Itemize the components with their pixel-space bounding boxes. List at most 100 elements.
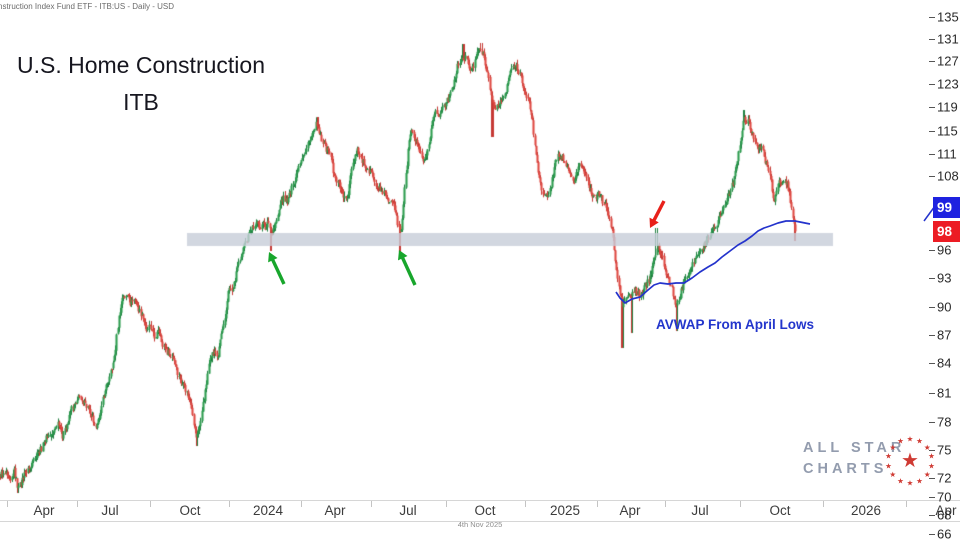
star-glyph: ★ bbox=[897, 476, 904, 485]
x-axis-tick bbox=[906, 501, 907, 507]
y-axis-tick bbox=[929, 154, 935, 155]
star-glyph: ★ bbox=[928, 461, 935, 470]
y-axis-tick bbox=[929, 84, 935, 85]
x-axis-label: Oct bbox=[769, 503, 791, 518]
star-glyph: ★ bbox=[885, 452, 892, 461]
y-axis-tick bbox=[929, 39, 935, 40]
x-axis-label: Apr bbox=[619, 503, 641, 518]
avwap-price-badge: 99 bbox=[933, 197, 960, 218]
x-axis-tick bbox=[823, 501, 824, 507]
chart-title-ticker: ITB bbox=[123, 89, 159, 115]
y-axis-tick bbox=[929, 17, 935, 18]
y-axis-tick bbox=[929, 450, 935, 451]
x-axis-tick bbox=[665, 501, 666, 507]
x-axis-tick bbox=[301, 501, 302, 507]
y-axis-label: 135 bbox=[937, 9, 959, 25]
logo-text-line2: CHARTS bbox=[803, 461, 888, 477]
x-axis-tick bbox=[150, 501, 151, 507]
star-glyph: ★ bbox=[901, 450, 919, 472]
y-axis-label: 84 bbox=[937, 355, 952, 371]
x-axis-tick bbox=[371, 501, 372, 507]
star-glyph: ★ bbox=[889, 443, 896, 452]
star-glyph: ★ bbox=[924, 470, 931, 479]
y-axis-label: 78 bbox=[937, 414, 952, 430]
x-axis-label: Oct bbox=[474, 503, 496, 518]
y-axis-label: 119 bbox=[937, 99, 958, 115]
y-axis-label: 68 bbox=[937, 507, 952, 523]
x-axis-tick bbox=[77, 501, 78, 507]
x-axis-label: Apr bbox=[324, 503, 346, 518]
star-glyph: ★ bbox=[916, 437, 923, 446]
y-axis-tick bbox=[929, 307, 935, 308]
x-axis-label: Jul bbox=[399, 503, 417, 518]
y-axis-label: 70 bbox=[937, 489, 952, 505]
annotation-arrow-head-1 bbox=[398, 250, 408, 261]
y-axis-tick bbox=[929, 478, 935, 479]
y-axis-label: 75 bbox=[937, 442, 952, 458]
x-axis-bottom-border bbox=[0, 521, 960, 522]
x-axis-label: 2025 bbox=[549, 503, 581, 518]
y-axis-label: 90 bbox=[937, 299, 952, 315]
y-axis-tick bbox=[929, 534, 935, 535]
y-axis-tick bbox=[929, 176, 935, 177]
y-axis-tick bbox=[929, 515, 935, 516]
y-axis-tick bbox=[929, 131, 935, 132]
avwap-line bbox=[615, 220, 811, 304]
annotation-arrow-head-2 bbox=[649, 217, 659, 228]
star-emblem-icon: ★★ ★★★★★★★★★★★★★ bbox=[885, 435, 935, 488]
last-price-badge: 98 bbox=[933, 221, 960, 242]
y-axis-tick bbox=[929, 363, 935, 364]
x-axis-label: Jul bbox=[101, 503, 119, 518]
y-axis-label: 96 bbox=[937, 242, 952, 258]
y-axis-label: 131 bbox=[937, 31, 959, 47]
logo-text-line1: ALL STAR bbox=[803, 440, 906, 456]
x-axis-tick bbox=[229, 501, 230, 507]
x-axis-label: Oct bbox=[179, 503, 201, 518]
x-axis-label: 2024 bbox=[252, 503, 284, 518]
x-axis-label: Jul bbox=[691, 503, 709, 518]
annotation-arrow-shaft-0 bbox=[270, 257, 286, 285]
y-axis-label: 111 bbox=[937, 146, 957, 162]
y-axis-tick bbox=[929, 278, 935, 279]
annotation-arrow-shaft-2 bbox=[651, 200, 666, 223]
y-axis-label: 108 bbox=[937, 168, 959, 184]
chart-title-line1: U.S. Home Construction bbox=[17, 52, 265, 78]
instrument-header: nstruction Index Fund ETF - ITB:US - Dai… bbox=[0, 2, 175, 11]
star-glyph: ★ bbox=[916, 476, 923, 485]
y-axis-label: 87 bbox=[937, 327, 952, 343]
star-glyph: ★ bbox=[928, 452, 935, 461]
annotation-arrow-shaft-1 bbox=[400, 255, 417, 286]
allstarcharts-logo: ALL STAR CHARTS bbox=[803, 438, 905, 480]
y-axis-label: 127 bbox=[937, 53, 959, 69]
x-axis-tick bbox=[740, 501, 741, 507]
y-axis-label: 123 bbox=[937, 76, 959, 92]
x-axis-label: Apr bbox=[33, 503, 55, 518]
x-axis-tick bbox=[446, 501, 447, 507]
y-axis-tick bbox=[929, 497, 935, 498]
x-axis-label: Apr bbox=[935, 503, 957, 518]
y-axis-tick bbox=[929, 422, 935, 423]
star-glyph: ★ bbox=[924, 443, 931, 452]
star-glyph: ★ bbox=[889, 470, 896, 479]
y-axis-tick bbox=[929, 393, 935, 394]
x-axis-top-border bbox=[0, 500, 960, 501]
y-axis-label: 93 bbox=[937, 270, 952, 286]
chart-title: U.S. Home Construction ITB bbox=[0, 47, 291, 121]
x-axis-tick bbox=[7, 501, 8, 507]
avwap-annotation-label: AVWAP From April Lows bbox=[656, 317, 815, 332]
date-note: 4th Nov 2025 bbox=[457, 520, 503, 529]
x-axis-tick bbox=[597, 501, 598, 507]
y-axis-label: 66 bbox=[937, 526, 952, 540]
y-axis-tick bbox=[929, 250, 935, 251]
star-glyph: ★ bbox=[907, 435, 914, 444]
y-axis-tick bbox=[929, 61, 935, 62]
star-glyph: ★ bbox=[885, 461, 892, 470]
y-axis-tick bbox=[929, 107, 935, 108]
star-glyph: ★ bbox=[907, 479, 914, 488]
annotation-arrow-head-0 bbox=[268, 252, 278, 263]
star-glyph: ★ bbox=[897, 437, 904, 446]
y-axis-label: 115 bbox=[937, 123, 958, 139]
